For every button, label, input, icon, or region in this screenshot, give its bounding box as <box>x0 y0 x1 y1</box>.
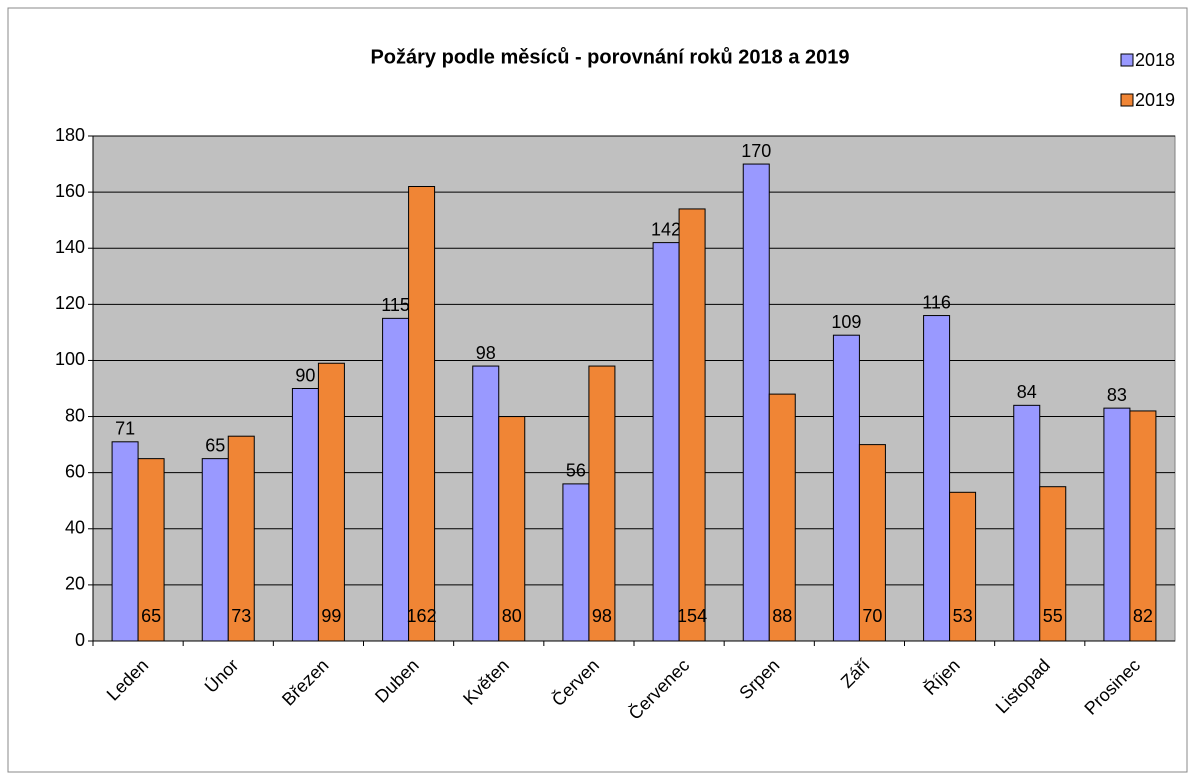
plot-area <box>92 135 1176 642</box>
bar <box>1039 486 1067 642</box>
data-label: 56 <box>566 461 586 481</box>
data-label: 55 <box>1043 606 1063 626</box>
y-tick-label: 20 <box>65 574 85 594</box>
chart-title: Požáry podle měsíců - porovnání roků 201… <box>370 46 849 68</box>
data-label: 170 <box>741 141 771 161</box>
data-label: 65 <box>205 435 225 455</box>
bar <box>111 441 139 642</box>
y-tick-label: 140 <box>55 237 85 257</box>
data-label: 98 <box>476 343 496 363</box>
y-tick-label: 80 <box>65 405 85 425</box>
bar <box>768 393 796 642</box>
legend-swatch <box>1120 53 1134 67</box>
data-label: 73 <box>231 606 251 626</box>
bar <box>408 186 436 642</box>
bar <box>562 483 590 642</box>
bar <box>472 365 500 642</box>
data-label: 99 <box>321 606 341 626</box>
bar <box>137 458 165 642</box>
data-label: 65 <box>141 606 161 626</box>
data-label: 70 <box>862 606 882 626</box>
bar <box>832 334 860 642</box>
data-label: 82 <box>1133 606 1153 626</box>
y-tick-label: 60 <box>65 461 85 481</box>
bar <box>201 458 229 642</box>
legend-label: 2019 <box>1135 90 1175 110</box>
legend-swatch <box>1120 93 1134 107</box>
bar <box>1129 410 1157 642</box>
data-label: 53 <box>953 606 973 626</box>
y-tick-label: 40 <box>65 518 85 538</box>
bar <box>923 315 951 642</box>
bar <box>949 491 977 642</box>
bar <box>1103 407 1131 642</box>
bar <box>742 163 770 642</box>
bar <box>498 416 526 642</box>
data-label: 109 <box>831 312 861 332</box>
data-label: 83 <box>1107 385 1127 405</box>
data-label: 80 <box>502 606 522 626</box>
bar <box>382 317 410 642</box>
bar <box>317 362 345 642</box>
data-label: 142 <box>651 219 681 239</box>
data-label: 90 <box>295 365 315 385</box>
data-label: 162 <box>407 606 437 626</box>
y-tick-label: 160 <box>55 181 85 201</box>
data-label: 154 <box>677 606 707 626</box>
data-label: 116 <box>922 292 951 312</box>
y-tick-label: 180 <box>55 125 85 145</box>
bar <box>227 435 255 642</box>
data-label: 84 <box>1017 382 1037 402</box>
y-tick-label: 120 <box>55 293 85 313</box>
y-tick-label: 100 <box>55 349 85 369</box>
bar <box>678 208 706 642</box>
legend-label: 2018 <box>1135 50 1175 70</box>
data-label: 115 <box>381 295 410 315</box>
bar <box>858 444 886 642</box>
data-label: 71 <box>115 419 135 439</box>
y-tick-label: 0 <box>75 630 85 650</box>
bar <box>291 388 319 642</box>
data-label: 98 <box>592 606 612 626</box>
bar <box>1013 404 1041 642</box>
bar <box>652 242 680 642</box>
bar <box>588 365 616 642</box>
data-label: 88 <box>772 606 792 626</box>
